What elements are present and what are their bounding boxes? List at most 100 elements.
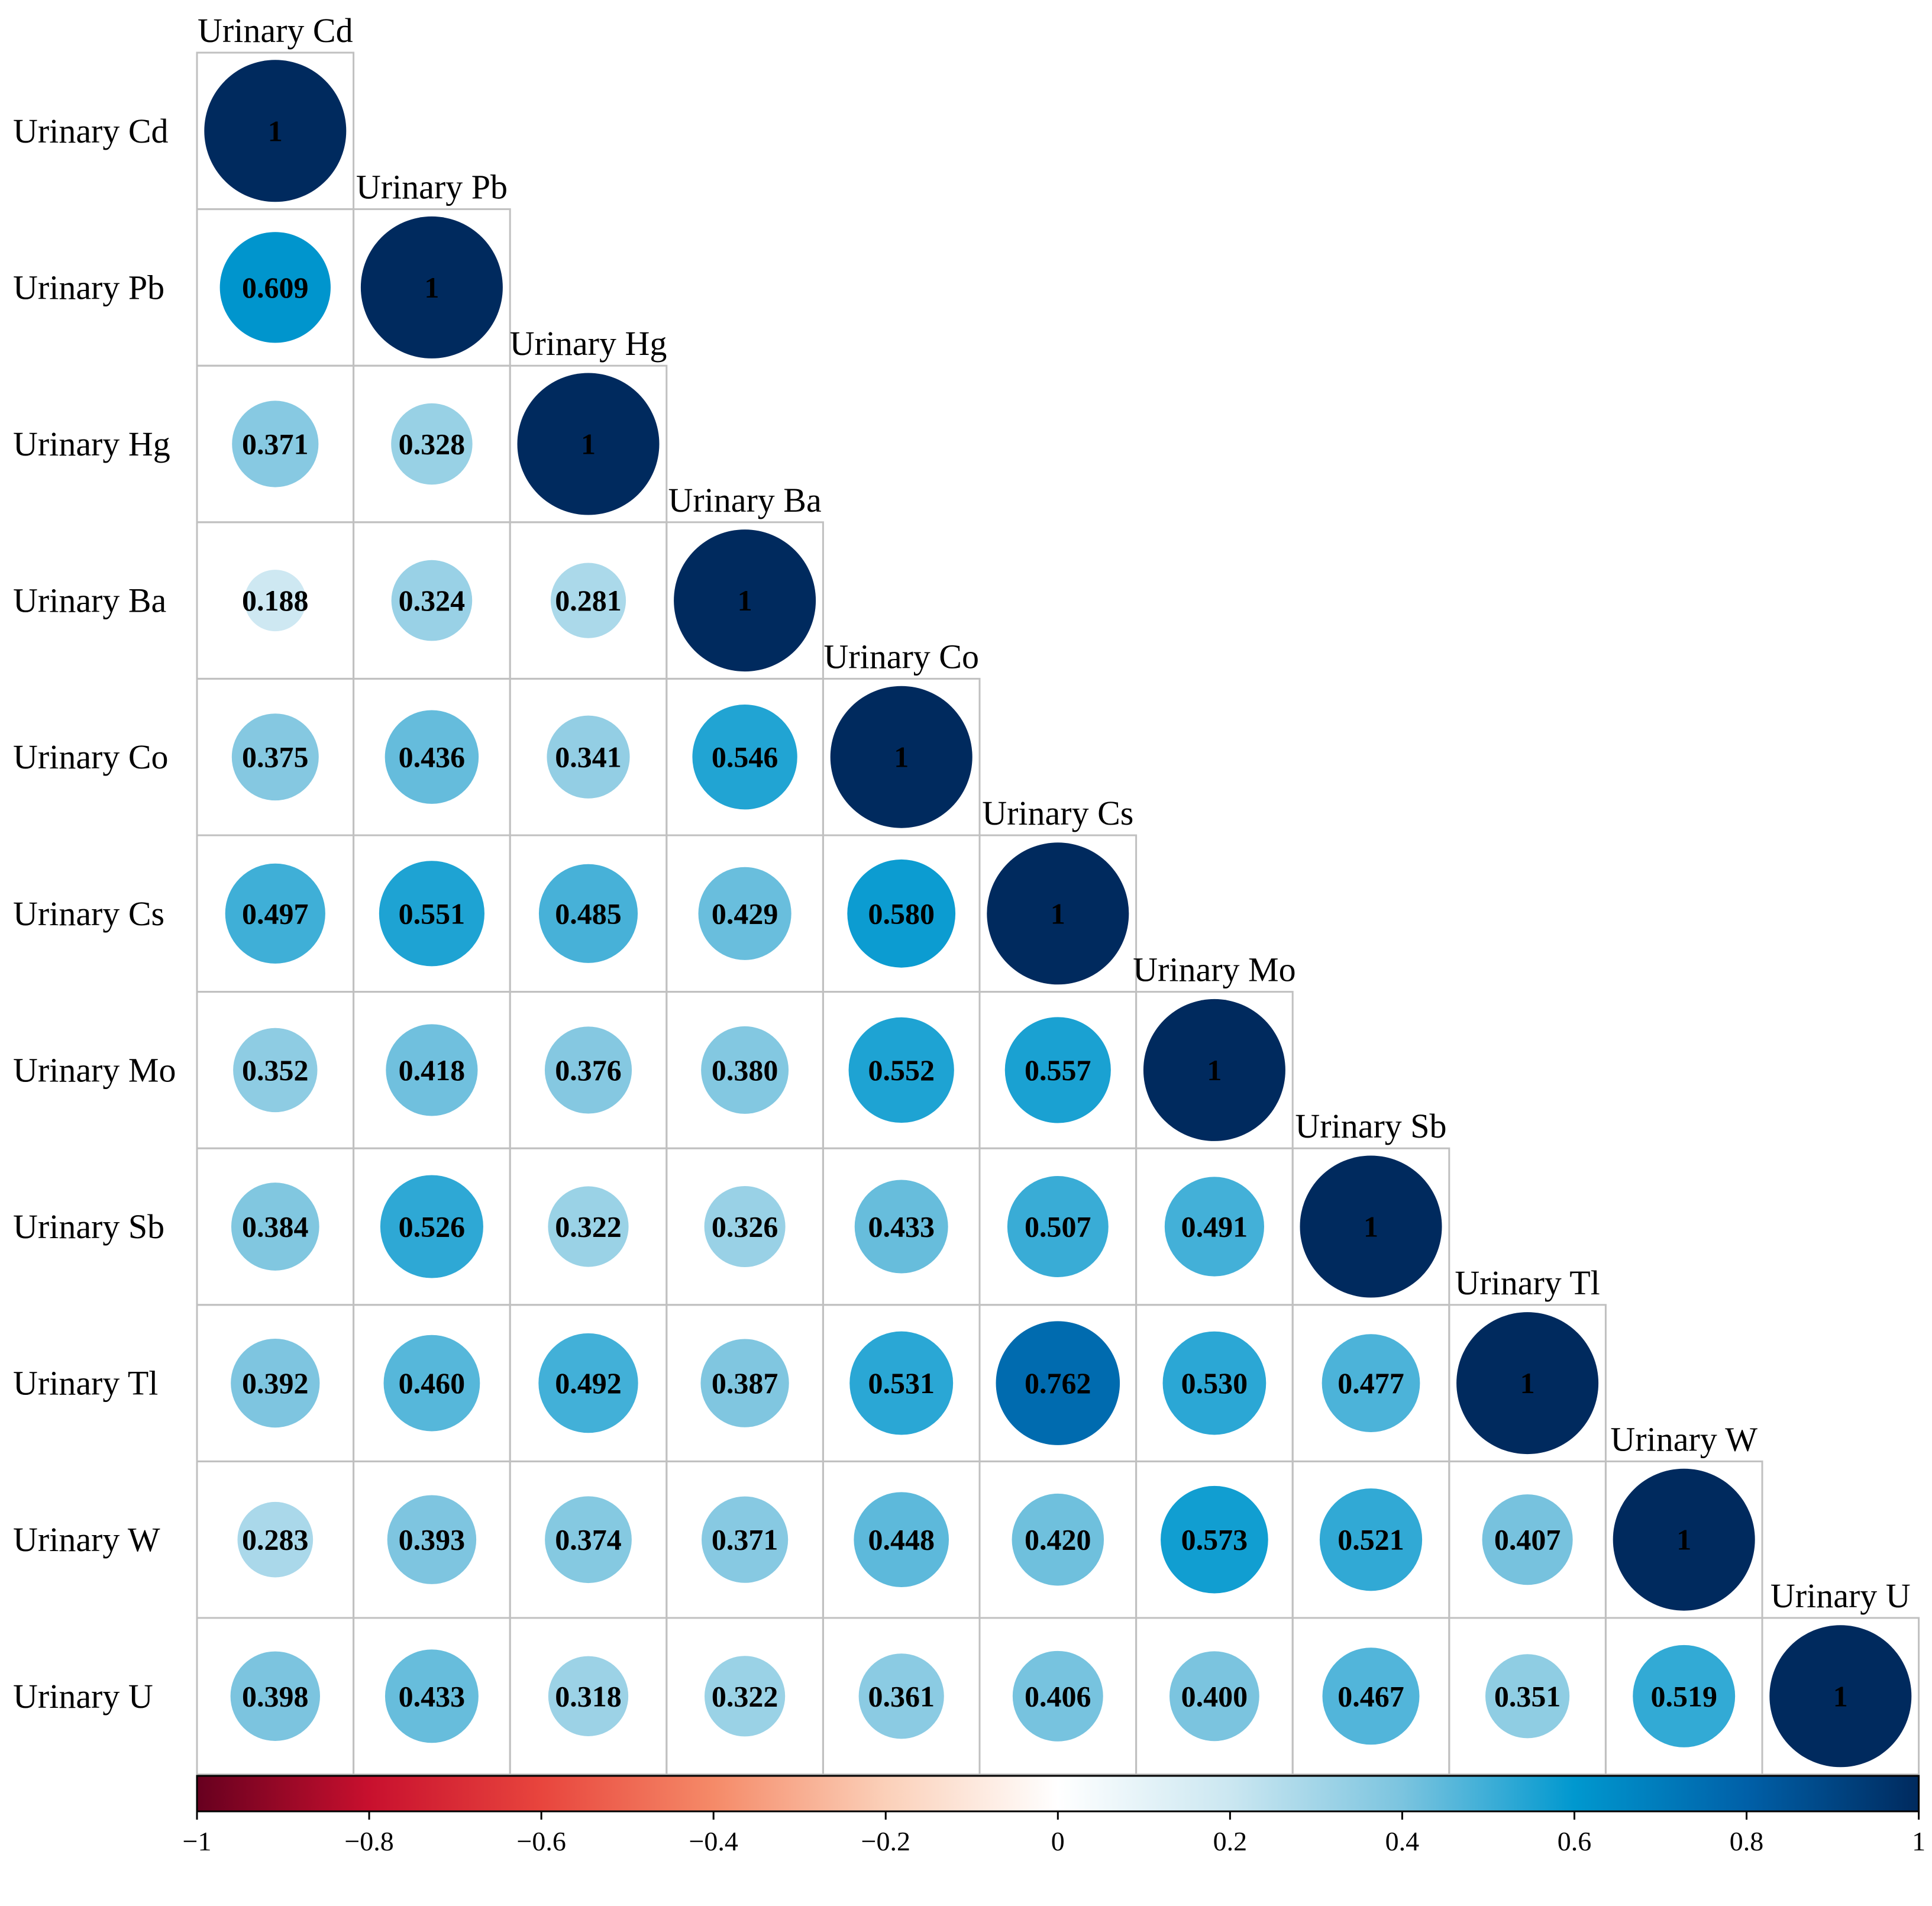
value-urinary-cs-urinary-co: 0.580 <box>868 897 935 930</box>
value-urinary-mo-urinary-pb: 0.418 <box>399 1054 466 1087</box>
value-urinary-u-urinary-tl: 0.351 <box>1494 1679 1561 1713</box>
circle-urinary-w-urinary-w <box>1613 1468 1755 1611</box>
circle-urinary-ba-urinary-ba <box>674 529 816 672</box>
circle-urinary-w-urinary-cd <box>237 1501 314 1578</box>
value-urinary-co-urinary-cd: 0.375 <box>242 741 309 774</box>
value-urinary-sb-urinary-hg: 0.322 <box>555 1210 622 1243</box>
value-urinary-w-urinary-pb: 0.393 <box>399 1523 466 1556</box>
value-urinary-u-urinary-mo: 0.400 <box>1181 1679 1248 1713</box>
row-label-urinary-w: Urinary W <box>13 1520 160 1559</box>
circle-urinary-u-urinary-cd <box>230 1651 321 1742</box>
value-urinary-w-urinary-mo: 0.573 <box>1181 1523 1248 1556</box>
circle-urinary-mo-urinary-co <box>848 1017 954 1123</box>
value-urinary-sb-urinary-ba: 0.326 <box>712 1210 778 1243</box>
circle-urinary-sb-urinary-sb <box>1300 1155 1442 1298</box>
value-urinary-w-urinary-cd: 0.283 <box>242 1523 309 1556</box>
value-urinary-ba-urinary-pb: 0.324 <box>399 584 466 617</box>
value-urinary-tl-urinary-cd: 0.392 <box>242 1366 309 1400</box>
circle-urinary-cs-urinary-pb <box>379 861 484 967</box>
row-label-urinary-hg: Urinary Hg <box>13 425 170 463</box>
value-urinary-tl-urinary-co: 0.531 <box>868 1366 935 1400</box>
circle-urinary-u-urinary-mo <box>1169 1651 1259 1742</box>
value-urinary-u-urinary-w: 0.519 <box>1650 1679 1717 1713</box>
circle-urinary-tl-urinary-sb <box>1322 1334 1420 1432</box>
circle-urinary-ba-urinary-cd <box>244 570 306 632</box>
axis-labels: Urinary Cd Urinary Cd Urinary Pb Urinary Pb… <box>13 11 1911 1716</box>
circle-urinary-tl-urinary-mo <box>1162 1331 1267 1435</box>
value-urinary-tl-urinary-tl: 1 <box>1520 1366 1535 1400</box>
circle-urinary-tl-urinary-ba <box>700 1339 789 1427</box>
circle-urinary-co-urinary-cd <box>231 713 319 801</box>
circle-urinary-w-urinary-pb <box>387 1495 477 1584</box>
value-urinary-mo-urinary-cs: 0.557 <box>1025 1054 1091 1087</box>
circle-urinary-ba-urinary-hg <box>550 563 626 638</box>
circle-urinary-u-urinary-cs <box>1012 1650 1103 1742</box>
row-label-urinary-mo: Urinary Mo <box>13 1051 176 1089</box>
circle-urinary-w-urinary-ba <box>702 1496 789 1583</box>
value-urinary-tl-urinary-mo: 0.530 <box>1181 1366 1248 1400</box>
circle-urinary-tl-urinary-pb <box>383 1335 480 1432</box>
value-urinary-w-urinary-sb: 0.521 <box>1337 1523 1404 1556</box>
value-urinary-w-urinary-tl: 0.407 <box>1494 1523 1561 1556</box>
circle-urinary-u-urinary-sb <box>1322 1647 1420 1745</box>
circle-urinary-u-urinary-hg <box>548 1656 629 1736</box>
circle-urinary-sb-urinary-mo <box>1164 1177 1264 1277</box>
circle-urinary-tl-urinary-cd <box>231 1338 320 1428</box>
circle-urinary-tl-urinary-hg <box>538 1333 638 1433</box>
value-urinary-u-urinary-u: 1 <box>1833 1679 1848 1713</box>
value-urinary-u-urinary-ba: 0.322 <box>712 1679 778 1713</box>
column-label-urinary-w: Urinary W <box>1610 1420 1757 1458</box>
value-urinary-mo-urinary-co: 0.552 <box>868 1054 935 1087</box>
value-urinary-hg-urinary-hg: 1 <box>581 428 596 461</box>
colorbar-tick-label: −0.8 <box>344 1826 393 1856</box>
circle-urinary-u-urinary-co <box>858 1653 944 1739</box>
circle-urinary-mo-urinary-cd <box>233 1028 318 1113</box>
circle-urinary-mo-urinary-pb <box>386 1024 478 1116</box>
circle-urinary-cs-urinary-ba <box>698 867 791 960</box>
colorbar-tick-label: 1 <box>1912 1826 1925 1856</box>
circle-urinary-co-urinary-pb <box>385 710 479 804</box>
value-urinary-mo-urinary-hg: 0.376 <box>555 1054 622 1087</box>
value-urinary-u-urinary-sb: 0.467 <box>1337 1679 1404 1713</box>
circle-urinary-tl-urinary-cs <box>996 1321 1120 1445</box>
column-label-urinary-cd: Urinary Cd <box>198 11 353 50</box>
value-urinary-sb-urinary-co: 0.433 <box>868 1210 935 1243</box>
value-urinary-tl-urinary-cs: 0.762 <box>1025 1366 1091 1400</box>
row-label-urinary-tl: Urinary Tl <box>13 1364 158 1403</box>
value-urinary-sb-urinary-sb: 1 <box>1364 1210 1378 1243</box>
circle-urinary-cs-urinary-cd <box>225 863 325 964</box>
circle-urinary-w-urinary-tl <box>1482 1494 1573 1585</box>
value-urinary-tl-urinary-hg: 0.492 <box>555 1366 622 1400</box>
colorbar-tick-label: −0.2 <box>861 1826 910 1856</box>
circle-urinary-w-urinary-mo <box>1161 1485 1268 1594</box>
circle-urinary-sb-urinary-cs <box>1007 1176 1109 1277</box>
column-label-urinary-tl: Urinary Tl <box>1455 1264 1600 1302</box>
colorbar-tick-label: 0 <box>1051 1826 1065 1856</box>
circle-urinary-co-urinary-hg <box>547 715 630 799</box>
value-urinary-u-urinary-pb: 0.433 <box>399 1679 466 1713</box>
colorbar: −1 −0.8 −0.6 −0.4 −0.2 0 0.2 0.4 0.6 0.8 1 <box>183 1775 1925 1856</box>
column-label-urinary-cs: Urinary Cs <box>982 794 1133 832</box>
circle-urinary-co-urinary-co <box>830 686 973 828</box>
row-label-urinary-cd: Urinary Cd <box>13 112 169 150</box>
circle-urinary-u-urinary-ba <box>705 1656 786 1737</box>
column-label-urinary-sb: Urinary Sb <box>1295 1107 1446 1145</box>
row-label-urinary-co: Urinary Co <box>13 738 169 776</box>
value-urinary-u-urinary-cs: 0.406 <box>1025 1679 1091 1713</box>
value-urinary-cs-urinary-cs: 1 <box>1051 897 1065 930</box>
value-urinary-sb-urinary-pb: 0.526 <box>399 1210 466 1243</box>
circle-urinary-sb-urinary-co <box>854 1180 948 1274</box>
circle-urinary-hg-urinary-pb <box>391 403 473 485</box>
circle-urinary-tl-urinary-tl <box>1456 1312 1599 1455</box>
value-urinary-cs-urinary-pb: 0.551 <box>399 897 466 930</box>
value-urinary-cd-urinary-cd: 1 <box>268 114 283 147</box>
value-urinary-w-urinary-hg: 0.374 <box>555 1523 622 1556</box>
circle-urinary-sb-urinary-pb <box>380 1175 483 1278</box>
circle-urinary-mo-urinary-cs <box>1004 1017 1111 1123</box>
row-label-urinary-u: Urinary U <box>13 1677 153 1716</box>
circle-urinary-w-urinary-cs <box>1012 1493 1104 1586</box>
value-urinary-sb-urinary-cs: 0.507 <box>1025 1210 1091 1243</box>
value-urinary-hg-urinary-cd: 0.371 <box>242 428 309 461</box>
value-urinary-tl-urinary-ba: 0.387 <box>712 1366 778 1400</box>
circle-urinary-pb-urinary-cd <box>219 232 331 343</box>
